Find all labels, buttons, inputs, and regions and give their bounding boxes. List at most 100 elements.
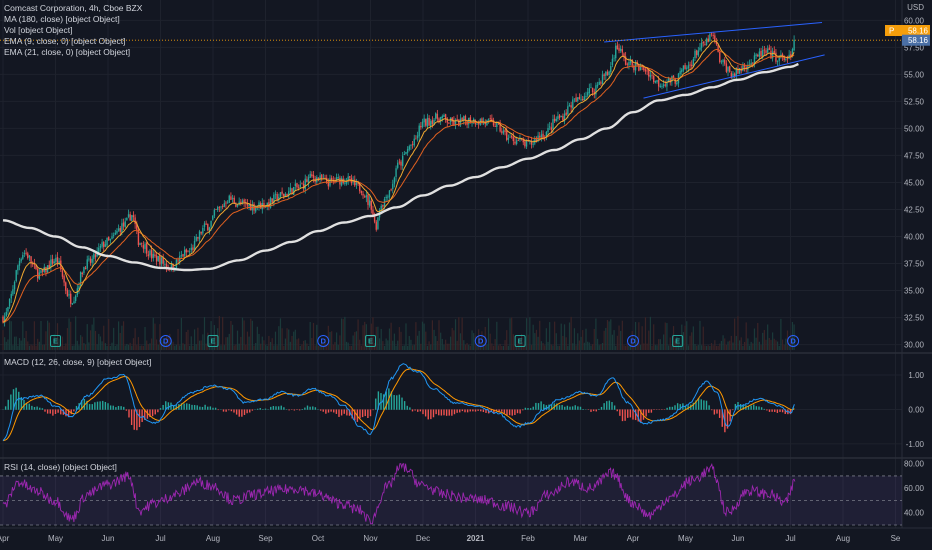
macd-histogram — [2, 387, 794, 433]
volume-bar — [615, 345, 617, 350]
volume-bar — [487, 318, 490, 350]
macd-hist-bar — [571, 406, 574, 410]
candle-body — [738, 68, 741, 74]
volume-bar — [243, 320, 245, 350]
volume-bar — [440, 332, 442, 350]
macd-hist-bar — [49, 409, 51, 414]
candle-body — [103, 242, 105, 248]
candle-body — [750, 62, 752, 66]
volume-bar — [324, 338, 326, 350]
candle-body — [684, 65, 686, 69]
ma-legend[interactable]: MA (180, close) [object Object] — [4, 14, 120, 24]
volume-bar — [423, 323, 425, 350]
volume-bar — [73, 345, 75, 350]
candle-body — [66, 290, 69, 297]
volume-bar — [506, 330, 508, 350]
volume-bar — [720, 340, 723, 350]
macd-hist-bar — [577, 406, 579, 410]
volume-bar — [137, 337, 140, 350]
candle-body — [441, 116, 444, 119]
macd-hist-bar — [33, 406, 36, 410]
macd-hist-bar — [351, 409, 353, 419]
candle-body — [317, 177, 320, 181]
volume-bar — [489, 333, 491, 350]
macd-hist-bar — [472, 409, 474, 412]
candle-body — [413, 138, 415, 146]
candle-body — [710, 33, 713, 35]
volume-bar — [446, 343, 448, 350]
macd-hist-bar — [611, 402, 613, 410]
candle-body — [254, 207, 257, 212]
time-tick: Mar — [574, 534, 588, 543]
candle-body — [385, 196, 387, 199]
candle-body — [3, 316, 6, 323]
volume-bar — [289, 341, 291, 350]
macd-hist-bar — [606, 401, 608, 410]
volume-bar — [413, 344, 415, 350]
volume-bar — [725, 344, 727, 350]
candle-body — [200, 231, 202, 234]
macd-hist-bar — [186, 403, 188, 410]
candle-body — [56, 256, 59, 264]
rsi-legend[interactable]: RSI (14, close) [object Object] — [4, 462, 117, 473]
macd-hist-bar — [734, 403, 737, 410]
candle-body — [577, 97, 579, 101]
volume-bar — [717, 345, 719, 350]
candle-body — [106, 237, 108, 246]
candle-body — [330, 177, 333, 180]
macd-hist-bar — [277, 406, 280, 410]
volume-bar — [790, 334, 792, 350]
earnings-marker-label: E — [53, 337, 58, 346]
candle-body — [12, 289, 14, 295]
ema21-legend[interactable]: EMA (21, close, 0) [object Object] — [4, 47, 131, 57]
candle-body — [403, 154, 406, 155]
volume-bar — [762, 332, 764, 350]
volume-bar — [9, 320, 11, 350]
time-tick: May — [678, 534, 693, 543]
macd-hist-bar — [726, 409, 729, 429]
volume-bar — [691, 332, 693, 350]
volume-bar — [483, 343, 485, 350]
volume-bar — [344, 316, 346, 350]
rsi-tick: 40.00 — [904, 509, 925, 518]
macd-line — [2, 363, 795, 442]
volume-bar — [370, 323, 372, 350]
candle-body — [687, 65, 690, 69]
volume-bar — [729, 340, 731, 350]
candle-body — [552, 119, 554, 130]
macd-legend[interactable]: MACD (12, 26, close, 9) [object Object] — [4, 357, 151, 368]
volume-bar — [169, 333, 171, 350]
candle-body — [567, 106, 569, 115]
volume-bar — [309, 322, 311, 350]
macd-hist-bar — [432, 409, 435, 418]
macd-hist-bar — [482, 409, 485, 413]
volume-bar — [367, 344, 369, 350]
volume-bar — [570, 316, 572, 350]
volume-bar — [56, 323, 59, 350]
volume-bar — [53, 334, 55, 350]
volume-bar — [109, 345, 111, 350]
ema9-legend[interactable]: EMA (9, close, 0) [object Object] — [4, 36, 126, 46]
volume-bar — [701, 345, 703, 350]
candle-body — [545, 132, 548, 138]
macd-hist-bar — [561, 405, 563, 410]
macd-hist-bar — [485, 409, 487, 413]
volume-bar — [304, 340, 306, 350]
dividend-marker-label: D — [790, 337, 796, 346]
candle-body — [762, 50, 764, 58]
volume-bar — [273, 345, 275, 350]
volume-bar — [461, 317, 463, 350]
volume-bar — [428, 341, 430, 350]
candle-body — [653, 75, 655, 82]
volume-bar — [730, 335, 732, 350]
macd-hist-bar — [653, 409, 655, 411]
macd-hist-bar — [634, 409, 637, 421]
volume-legend[interactable]: Vol [object Object] — [4, 25, 73, 35]
candle-body — [347, 176, 349, 182]
volume-bar — [380, 328, 382, 350]
volume-bar — [757, 322, 759, 350]
macd-hist-bar — [417, 409, 419, 412]
macd-hist-bar — [304, 407, 306, 410]
candle-body — [2, 316, 4, 323]
